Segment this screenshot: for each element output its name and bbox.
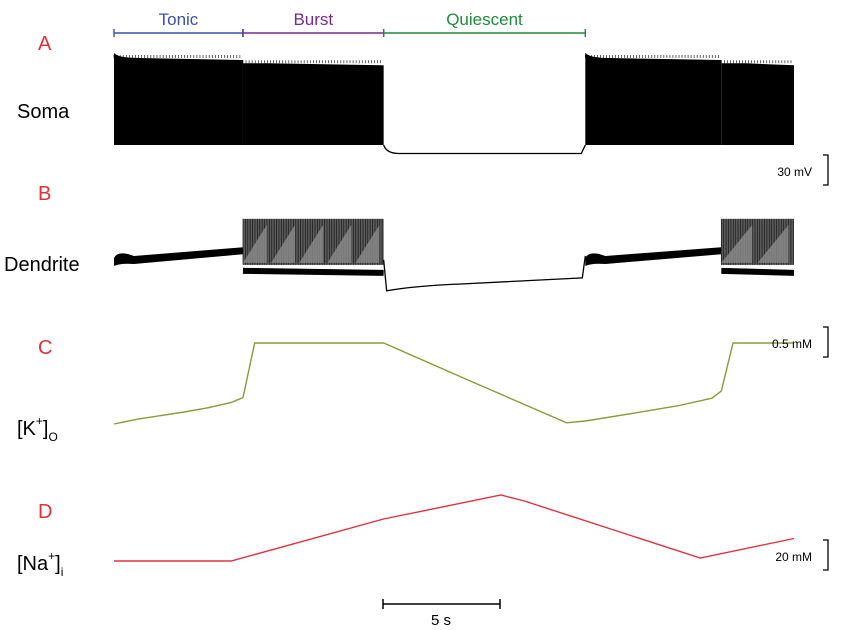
voltage-scale-bar: 30 mV <box>777 154 829 186</box>
soma-trace <box>113 52 794 155</box>
dendrite-burst-envelope-1 <box>242 224 380 263</box>
soma-spike-peaks-4 <box>721 60 792 64</box>
voltage-scale-label: 30 mV <box>777 165 812 179</box>
soma-spiking-block-3 <box>585 52 722 145</box>
panel-letter-d: D <box>38 501 52 523</box>
sodium-trace <box>114 494 795 562</box>
potassium-trace <box>113 342 794 425</box>
time-scale-label: 5 s <box>431 612 451 629</box>
dendrite-burst-baseline-4 <box>721 267 795 276</box>
soma-silent-trace <box>383 144 586 155</box>
dendrite-trace <box>114 218 795 292</box>
sodium-line <box>114 494 795 562</box>
sodium-scale-label: 20 mM <box>775 550 812 564</box>
sodium-label-sub: i <box>61 565 64 579</box>
potassium-label-sup: + <box>36 414 43 428</box>
phase-bar: Tonic Burst Quiescent <box>113 10 587 37</box>
phase-label-quiescent: Quiescent <box>446 10 523 29</box>
sodium-scale-bar: 20 mM <box>775 539 829 571</box>
soma-spike-peaks-0 <box>113 55 241 58</box>
potassium-line <box>113 342 794 425</box>
trace-label-soma: Soma <box>17 101 70 123</box>
phase-label-burst: Burst <box>293 10 333 29</box>
panel-letter-b: B <box>38 183 51 205</box>
trace-label-sodium: [Na+]i <box>17 549 63 579</box>
dendrite-plateau-0 <box>114 247 243 266</box>
soma-spiking-block-4 <box>721 63 794 145</box>
dendrite-silent-trace <box>383 255 586 292</box>
phase-segment-tonic <box>113 29 244 37</box>
sodium-label-sup: + <box>48 549 55 563</box>
dendrite-plateau-3 <box>585 247 722 266</box>
sodium-label-close: ] <box>55 553 61 575</box>
soma-spike-peaks-3 <box>585 55 719 58</box>
panel-letter-c: C <box>38 337 52 359</box>
time-scale-bar: 5 s <box>382 599 501 629</box>
soma-spiking-block-1 <box>242 63 384 145</box>
phase-label-tonic: Tonic <box>159 10 199 29</box>
sodium-label-main: [Na <box>17 553 49 575</box>
phase-segment-quiescent <box>382 29 587 37</box>
soma-spike-peaks-1 <box>242 60 381 64</box>
trace-label-potassium: [K+]O <box>17 414 58 444</box>
potassium-label-sub: O <box>48 430 57 444</box>
phase-segment-burst <box>242 29 385 37</box>
dendrite-burst-envelope-4 <box>721 224 789 263</box>
soma-spiking-block-0 <box>114 52 243 145</box>
trace-label-dendrite: Dendrite <box>4 254 80 276</box>
potassium-scale-bar: 0.5 mM <box>772 326 829 358</box>
dendrite-burst-baseline-1 <box>242 267 384 276</box>
potassium-scale-label: 0.5 mM <box>772 337 812 351</box>
potassium-label-close: ] <box>43 418 49 440</box>
panel-letter-a: A <box>38 33 52 55</box>
potassium-label-main: [K <box>17 418 37 440</box>
